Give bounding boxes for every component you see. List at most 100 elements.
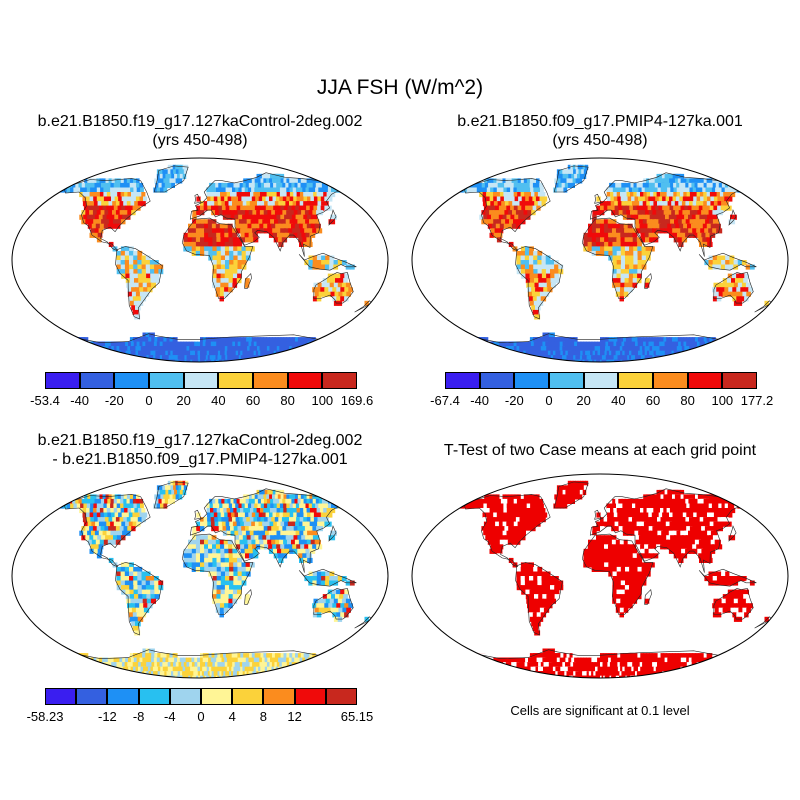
coastline-greenland <box>553 165 589 193</box>
colorbar-swatch <box>583 372 619 389</box>
coastline-north-america <box>64 178 151 252</box>
map-control <box>11 157 389 363</box>
colorbar-label: 80 <box>680 393 695 408</box>
colorbar-swatch <box>287 372 323 389</box>
coastline-japan <box>328 209 337 226</box>
colorbar-control: -53.4 -40 -20 0 20 40 60 80 100 169.6 <box>0 372 400 417</box>
coastlines <box>459 481 773 678</box>
colorbar-swatch <box>514 372 549 389</box>
coastline-britain <box>594 509 602 520</box>
colorbar-label: 0 <box>545 393 553 408</box>
colorbar-label: 0 <box>145 393 153 408</box>
land-cells <box>460 164 769 362</box>
map-border <box>411 157 789 363</box>
colorbar-swatch <box>138 688 170 705</box>
land-cells <box>60 164 369 362</box>
colorbar-swatch <box>149 372 184 389</box>
coastline-australia <box>713 588 754 620</box>
colorbar-label: 20 <box>176 393 191 408</box>
panel-difference-title: b.e21.B1850.f19_g17.127kaControl-2deg.00… <box>0 431 400 469</box>
panel-control-title: b.e21.B1850.f19_g17.127kaControl-2deg.00… <box>0 112 400 150</box>
coastline-africa <box>182 533 254 615</box>
coastline-south-america <box>115 246 163 320</box>
coastline-britain <box>194 193 202 204</box>
coastline-north-america <box>464 494 551 568</box>
colorbar-swatch <box>653 372 688 389</box>
colorbar-label: 8 <box>259 709 267 724</box>
coastline-eurasia <box>589 172 748 257</box>
coastline-madagascar <box>644 272 652 289</box>
coastline-indonesia <box>298 568 357 587</box>
colorbar-swatch <box>325 688 357 705</box>
colorbar-label: 60 <box>245 393 261 408</box>
colorbar-label: 40 <box>611 393 626 408</box>
colorbar-label: 12 <box>287 709 302 724</box>
colorbar-label: -20 <box>504 393 524 408</box>
colorbar-label: 4 <box>228 709 236 724</box>
coastline-madagascar <box>244 272 252 289</box>
coastline-north-america <box>64 494 151 568</box>
colorbar-label: 65.15 <box>340 709 374 724</box>
colorbar-swatch <box>76 688 108 705</box>
colorbar-label: 0 <box>197 709 205 724</box>
colorbar-swatch <box>201 688 233 705</box>
coastline-britain <box>194 509 202 520</box>
map-ttest <box>411 473 789 679</box>
colorbar-swatch <box>79 372 115 389</box>
coastline-south-america <box>515 562 563 636</box>
colorbar-label: -40 <box>470 393 490 408</box>
coastline-indonesia <box>298 252 357 271</box>
coastline-japan <box>728 209 737 226</box>
colorbar-swatch <box>232 688 264 705</box>
map-difference <box>11 473 389 679</box>
panel-ttest-title: T-Test of two Case means at each grid po… <box>400 441 800 460</box>
panel-ttest-title-line1: T-Test of two Case means at each grid po… <box>443 442 757 459</box>
coastline-new-zealand <box>754 300 773 313</box>
colorbar-swatch <box>263 688 295 705</box>
colorbar-swatch <box>45 372 80 389</box>
colorbar-label: 100 <box>711 393 734 408</box>
coastline-australia <box>313 588 354 620</box>
map-pmip4 <box>411 157 789 363</box>
coastline-africa <box>582 533 654 615</box>
colorbar-swatch <box>114 372 149 389</box>
colorbar-swatch <box>169 688 201 705</box>
colorbar-difference: -58.23 -12 -8 -4 0 4 8 12 65.15 <box>0 688 400 733</box>
colorbar-swatch <box>479 372 515 389</box>
colorbar-label: -53.4 <box>30 393 60 408</box>
map-border <box>11 473 389 679</box>
coastline-australia <box>713 272 754 304</box>
colorbar-swatch <box>107 688 139 705</box>
coastline-south-america <box>115 562 163 636</box>
coastline-south-america <box>515 246 563 320</box>
colorbar-pmip4: -67.4 -40 -20 0 20 40 60 80 100 177.2 <box>400 372 800 417</box>
panel-pmip4-title: b.e21.B1850.f09_g17.PMIP4-127ka.001 (yrs… <box>400 112 800 150</box>
coastline-new-zealand <box>354 300 373 313</box>
coastline-africa <box>182 217 254 299</box>
colorbar-swatch <box>549 372 584 389</box>
colorbar-label: 177.2 <box>740 393 774 408</box>
colorbar-label: 169.6 <box>340 393 374 408</box>
colorbar-swatch <box>618 372 653 389</box>
coastline-indonesia <box>698 568 757 587</box>
colorbar-swatch <box>253 372 288 389</box>
coastline-madagascar <box>244 588 252 605</box>
map-border <box>411 473 789 679</box>
figure-title: JJA FSH (W/m^2) <box>316 76 484 99</box>
land-cells <box>460 480 769 678</box>
colorbar-label: -67.4 <box>430 393 460 408</box>
colorbar-swatch <box>218 372 253 389</box>
colorbar-label: -20 <box>104 393 124 408</box>
colorbar-label: 20 <box>576 393 591 408</box>
colorbar-swatch <box>445 372 480 389</box>
coastline-japan <box>728 525 737 542</box>
coastline-japan <box>328 525 337 542</box>
coastline-indonesia <box>698 252 757 271</box>
coastline-eurasia <box>189 488 348 573</box>
panel-control-title-line2: (yrs 450-498) <box>152 132 248 149</box>
colorbar-swatch <box>322 372 357 389</box>
panel-control-title-line1: b.e21.B1850.f19_g17.127kaControl-2deg.00… <box>37 113 363 130</box>
colorbar-label: -40 <box>70 393 90 408</box>
coastline-britain <box>594 193 602 204</box>
panel-difference-title-line1: b.e21.B1850.f19_g17.127kaControl-2deg.00… <box>37 432 363 449</box>
